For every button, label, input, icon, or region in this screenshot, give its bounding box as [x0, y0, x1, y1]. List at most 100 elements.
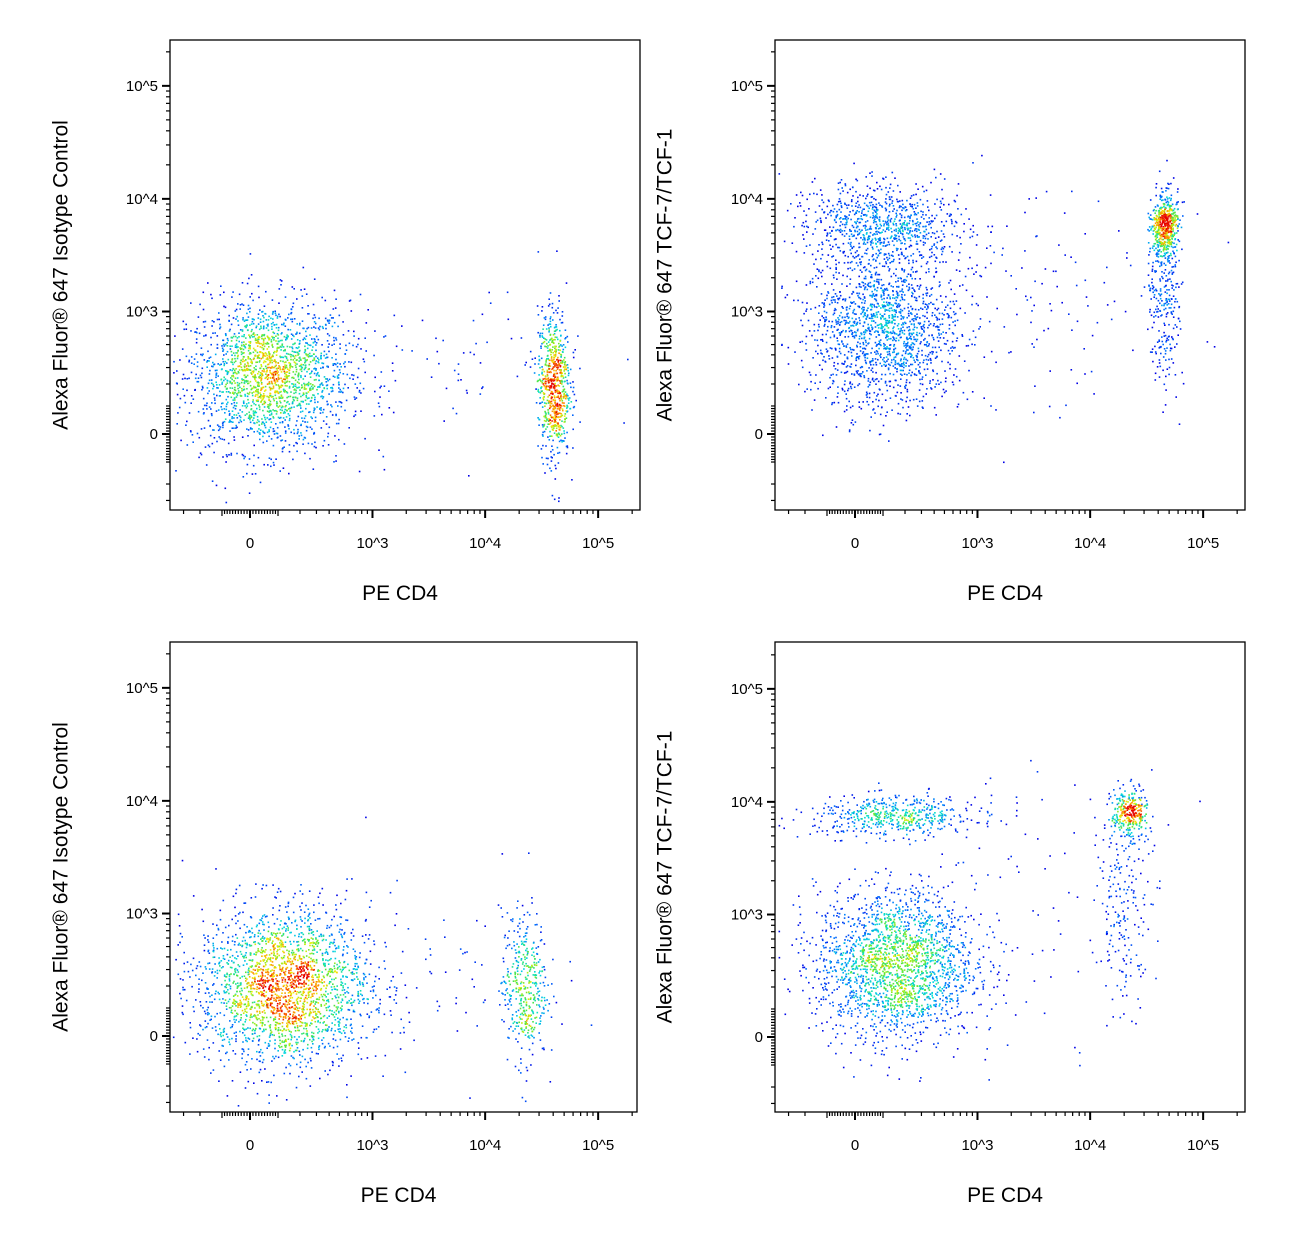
data-point [292, 458, 294, 461]
data-point [199, 452, 202, 454]
data-point [820, 293, 823, 295]
data-point [908, 369, 911, 372]
data-point [336, 375, 339, 377]
data-point [551, 378, 553, 380]
data-point [931, 350, 933, 353]
data-point [901, 365, 903, 368]
data-point [282, 345, 284, 348]
data-point [250, 416, 253, 419]
data-point [232, 317, 235, 319]
data-point [914, 234, 916, 236]
data-point [845, 397, 848, 400]
data-point [844, 254, 847, 257]
data-point [555, 372, 558, 375]
data-point [801, 301, 804, 304]
data-point [330, 390, 333, 393]
data-point [860, 332, 863, 335]
data-point [357, 337, 360, 340]
data-point [367, 309, 369, 311]
data-point [256, 430, 259, 433]
data-point [859, 297, 862, 300]
data-point [298, 346, 300, 348]
data-point [306, 392, 308, 395]
data-point [849, 320, 851, 323]
data-point [833, 276, 835, 279]
data-point [942, 233, 945, 235]
data-point [881, 304, 884, 306]
data-point [820, 221, 822, 224]
data-point [861, 311, 864, 314]
data-point [538, 374, 540, 376]
data-point [878, 343, 880, 345]
data-point [556, 410, 558, 413]
data-point [338, 438, 340, 441]
data-point [901, 399, 904, 401]
data-point [550, 402, 553, 405]
data-point [840, 205, 843, 207]
data-point [226, 455, 228, 458]
data-point [904, 321, 906, 324]
data-point [233, 389, 236, 391]
data-point [879, 232, 881, 234]
data-point [921, 406, 924, 408]
data-point [836, 302, 839, 304]
data-point [881, 315, 883, 317]
data-point [870, 352, 872, 354]
data-point [564, 361, 567, 363]
data-point [237, 392, 240, 394]
data-point [882, 316, 884, 318]
data-point [855, 370, 858, 373]
data-point [916, 299, 918, 302]
data-point [547, 436, 549, 438]
data-point [901, 226, 904, 229]
data-point [833, 326, 836, 328]
data-point [219, 326, 222, 328]
data-point [874, 214, 877, 217]
data-point [263, 432, 266, 434]
data-point [937, 326, 940, 328]
data-point [893, 310, 895, 312]
data-point [829, 232, 831, 234]
data-point [196, 331, 198, 334]
data-point [212, 365, 214, 368]
data-point [837, 182, 840, 184]
data-point [275, 409, 277, 412]
data-point [246, 405, 249, 407]
data-point [243, 381, 246, 384]
data-point [260, 377, 263, 380]
data-point [395, 345, 398, 348]
data-point [905, 362, 907, 364]
data-point [205, 334, 207, 336]
data-point [554, 464, 557, 467]
data-point [271, 373, 273, 375]
data-point [442, 339, 444, 342]
data-point [901, 209, 903, 212]
data-point [211, 402, 213, 404]
data-point [930, 359, 932, 362]
data-point [221, 345, 223, 347]
data-point [902, 350, 905, 352]
data-point [190, 302, 192, 304]
data-point [553, 427, 555, 429]
data-point [328, 334, 331, 337]
data-point [891, 254, 893, 257]
data-point [932, 369, 934, 371]
data-point [931, 353, 934, 355]
data-point [884, 365, 887, 367]
data-point [896, 363, 899, 365]
data-point [331, 390, 334, 392]
data-point [567, 374, 570, 377]
data-point [445, 387, 448, 390]
data-point [901, 229, 904, 231]
data-point [543, 393, 545, 396]
data-point [261, 346, 263, 349]
data-point [335, 363, 337, 366]
data-point [823, 211, 825, 214]
data-point [555, 366, 558, 368]
data-point [937, 236, 940, 238]
data-point [290, 358, 292, 361]
data-point [941, 323, 944, 325]
data-point [277, 371, 279, 373]
data-point [299, 340, 301, 342]
data-point [244, 380, 246, 382]
